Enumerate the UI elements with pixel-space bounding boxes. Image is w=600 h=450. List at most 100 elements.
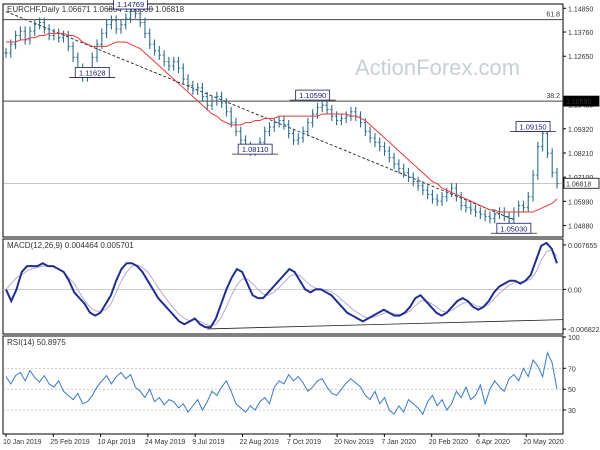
price-layer: 61.8 38.2 1.14769 1.11628 1.10590 1.08110 1.09… (3, 0, 563, 234)
price-bar (454, 183, 458, 202)
price-bar (545, 128, 550, 158)
price-bar (306, 117, 310, 137)
price-bar (373, 133, 377, 148)
price-bar (267, 122, 272, 137)
price-bar (152, 39, 157, 56)
price-bar (507, 211, 511, 224)
annotation-label-4: 1.09150 (519, 122, 546, 131)
price-bar (157, 45, 161, 60)
macd-layer (3, 241, 564, 330)
price-ytick-label: 1.12650 (568, 54, 593, 61)
macd-line (5, 241, 558, 329)
fib-label-0: 61.8 (546, 12, 560, 19)
annotation-box-0 (113, 0, 148, 10)
price-ytick-label: 1.04880 (568, 224, 593, 231)
price-bar (469, 202, 473, 215)
price-bar (488, 211, 492, 224)
macd-ytick-label: 0.00 (568, 287, 582, 294)
price-tag-box-3 (563, 177, 600, 189)
annotation-label-1: 1.11628 (79, 68, 106, 77)
price-bar (406, 168, 411, 182)
price-bar (186, 74, 190, 91)
price-bar (287, 120, 291, 139)
price-ytick-label: 1.08210 (568, 151, 593, 158)
price-bar (411, 172, 415, 187)
price-bar (291, 128, 296, 145)
price-bar (526, 191, 530, 213)
macd-signal-line (5, 249, 558, 327)
price-bar (181, 63, 185, 84)
price-bar (464, 200, 468, 213)
price-bar (239, 126, 243, 145)
price-bar (311, 109, 315, 128)
price-bar (397, 159, 401, 174)
macd-panel (2, 238, 564, 335)
xtick-label: 9 Jul 2019 (192, 439, 224, 446)
price-bar (61, 30, 66, 43)
price-bar (176, 56, 181, 73)
price-bar (272, 117, 276, 132)
price-bar (344, 111, 348, 124)
macd-title: MACD(12,26,9) 0.004464 0.005701 (7, 241, 134, 250)
price-bar (541, 128, 545, 152)
ohlc-low: 1.06500 (124, 5, 153, 14)
price-bar (4, 48, 8, 58)
rsi-layer (3, 351, 563, 416)
price-bar (320, 100, 324, 113)
annotation-label-0: 1.14769 (117, 0, 144, 9)
price-bar (402, 163, 406, 178)
price-bar (473, 205, 478, 217)
price-bar (200, 83, 205, 102)
ohlc-open: 1.06671 (62, 5, 91, 14)
xtick-label: 20 Nov 2019 (334, 439, 374, 446)
price-bar (162, 50, 166, 67)
price-bar (478, 207, 482, 220)
price-bar (109, 15, 114, 30)
price-bar (493, 209, 497, 224)
fib-label-1: 38.2 (546, 93, 560, 100)
annotation-box-4 (515, 121, 551, 132)
price-bar (282, 115, 286, 130)
rsi-panel (2, 335, 564, 435)
price-bar (550, 148, 554, 178)
price-tag-box-2 (563, 95, 600, 107)
price-bar (555, 168, 559, 189)
price-bar (430, 189, 435, 204)
rsi-ytick-label: 50 (568, 387, 576, 394)
price-bar (42, 17, 46, 34)
price-bar (421, 181, 425, 196)
macd-ytick-label: -0.006822 (568, 327, 600, 334)
price-bar (536, 141, 540, 180)
price-bar (325, 100, 329, 115)
price-bar (440, 191, 444, 206)
price-bar (263, 126, 267, 148)
price-tag-label-2: 1.10590 (566, 99, 591, 106)
price-bar (167, 56, 171, 71)
price-bar (483, 209, 487, 222)
price-bar (124, 13, 128, 30)
annotation-box-1 (74, 67, 110, 78)
macd-trendline (207, 319, 564, 330)
price-bar (105, 19, 109, 39)
annotation-box-3 (237, 143, 273, 155)
price-bar (47, 24, 51, 41)
annotation-box-5 (496, 222, 532, 234)
annotation-box-2 (295, 89, 331, 101)
price-bar (114, 15, 118, 34)
annotation-label-5: 1.05030 (500, 224, 527, 233)
price-bar (382, 141, 387, 156)
price-bar (531, 170, 535, 202)
price-bar (95, 39, 99, 63)
axis-layer: 1.148501.137601.126501.104301.093201.082… (3, 6, 600, 446)
price-tag-label-3: 1.06818 (566, 181, 591, 188)
price-bar (18, 26, 22, 41)
price-bar (28, 26, 32, 45)
price-ytick-label: 1.14850 (568, 6, 593, 13)
price-bar (378, 137, 382, 152)
price-bar (191, 80, 195, 95)
price-bar (100, 28, 104, 50)
rsi-ytick-label: 70 (568, 366, 576, 373)
annotation-label-3: 1.08110 (242, 145, 269, 154)
price-bar (215, 91, 219, 106)
